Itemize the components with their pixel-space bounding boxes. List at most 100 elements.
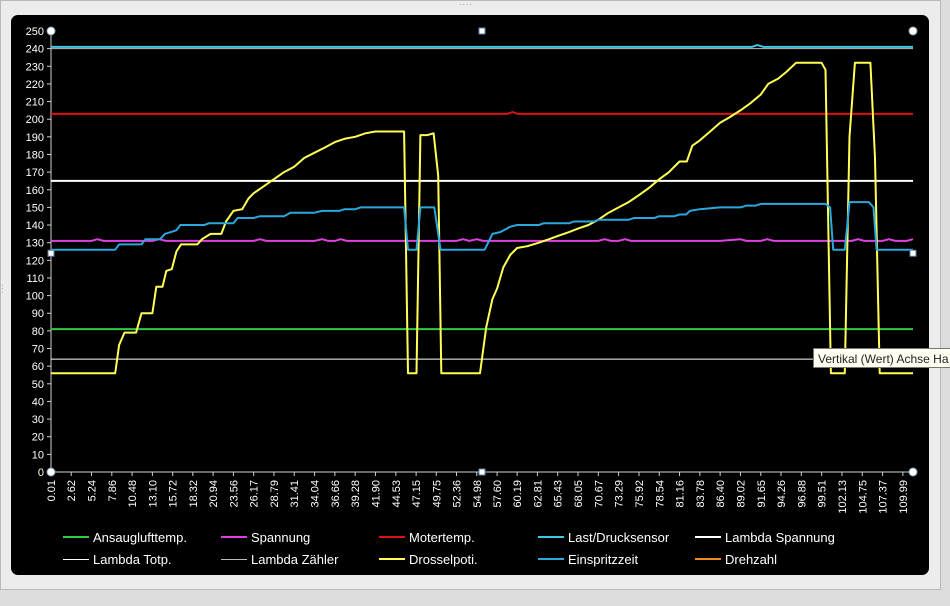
x-tick-label: 81.16 bbox=[675, 480, 687, 508]
y-tick-label: 0 bbox=[38, 467, 44, 479]
selection-handle bbox=[46, 26, 56, 36]
legend-label: Lambda Totp. bbox=[93, 551, 172, 567]
y-tick-label: 20 bbox=[32, 432, 44, 444]
y-tick-label: 190 bbox=[26, 132, 44, 144]
legend-item-last-drucksensor[interactable]: Last/Drucksensor bbox=[538, 527, 669, 547]
legend-label: Ansauglufttemp. bbox=[93, 529, 187, 545]
x-tick-label: 52.36 bbox=[451, 480, 463, 508]
x-tick-label: 49.75 bbox=[431, 480, 443, 508]
x-tick-label: 96.88 bbox=[796, 480, 808, 508]
legend-swatch bbox=[63, 536, 89, 538]
y-tick-label: 100 bbox=[26, 291, 44, 303]
series-line-8 bbox=[51, 201, 913, 251]
legend-swatch bbox=[221, 558, 247, 560]
x-tick-label: 10.48 bbox=[127, 480, 139, 508]
y-tick-label: 150 bbox=[26, 202, 44, 214]
x-tick-label: 99.51 bbox=[817, 480, 829, 508]
x-tick-label: 68.05 bbox=[573, 480, 585, 508]
x-tick-label: 91.65 bbox=[756, 480, 768, 508]
x-tick-label: 73.29 bbox=[614, 480, 626, 508]
x-tick-label: 102.13 bbox=[837, 480, 849, 514]
legend-swatch bbox=[695, 536, 721, 538]
y-tick-label: 10 bbox=[32, 449, 44, 461]
legend-swatch bbox=[63, 558, 89, 560]
x-tick-label: 34.04 bbox=[310, 480, 322, 508]
x-tick-label: 70.67 bbox=[593, 480, 605, 508]
y-tick-label: 140 bbox=[26, 220, 44, 232]
legend-label: Drehzahl bbox=[725, 551, 778, 567]
chart-frame[interactable]: .... ... 0 10 20 30 40 50 60 70 80 90 100 110 120 130… bbox=[0, 0, 950, 590]
x-tick-label: 94.26 bbox=[776, 480, 788, 508]
legend-item-ansauglufttemp[interactable]: Ansauglufttemp. bbox=[63, 527, 187, 547]
y-tick-label: 180 bbox=[26, 149, 44, 161]
legend-label: Last/Drucksensor bbox=[568, 529, 670, 545]
y-tick-label: 220 bbox=[26, 79, 44, 91]
series-line-2 bbox=[51, 111, 913, 115]
y-tick-label: 210 bbox=[26, 97, 44, 109]
x-tick-label: 104.75 bbox=[857, 480, 869, 514]
series-line-1 bbox=[51, 238, 914, 242]
y-tick-label: 120 bbox=[26, 255, 44, 267]
series-line-7 bbox=[51, 61, 913, 375]
x-tick-label: 0.01 bbox=[46, 480, 58, 501]
x-tick-label: 83.78 bbox=[695, 480, 707, 508]
legend-item-lambda-zaehler[interactable]: Lambda Zähler bbox=[221, 549, 338, 569]
y-tick-label: 30 bbox=[32, 414, 44, 426]
x-tick-label: 5.24 bbox=[87, 480, 99, 501]
y-tick-label: 80 bbox=[32, 326, 44, 338]
x-tick-label: 47.15 bbox=[411, 480, 423, 508]
selection-handle bbox=[908, 26, 918, 36]
legend-label: Lambda Spannung bbox=[725, 529, 835, 545]
legend-label: Drosselpoti. bbox=[409, 551, 478, 567]
legend-item-drosselpoti[interactable]: Drosselpoti. bbox=[379, 549, 478, 569]
x-tick-label: 15.72 bbox=[168, 480, 180, 508]
legend-item-einspritzzeit[interactable]: Einspritzzeit bbox=[538, 549, 638, 569]
x-tick-label: 86.40 bbox=[715, 480, 727, 508]
legend-label: Spannung bbox=[251, 529, 311, 545]
selection-handle bbox=[46, 467, 56, 477]
legend-label: Motertemp. bbox=[409, 529, 475, 545]
axis-tooltip: Vertikal (Wert) Achse Ha bbox=[813, 348, 950, 368]
x-tick-label: 23.56 bbox=[228, 480, 240, 508]
y-tick-label: 230 bbox=[26, 61, 44, 73]
x-tick-label: 2.62 bbox=[66, 480, 78, 501]
x-tick-label: 44.53 bbox=[391, 480, 403, 508]
legend-item-drehzahl[interactable]: Drehzahl bbox=[695, 549, 777, 569]
legend-label: Lambda Zähler bbox=[251, 551, 339, 567]
y-tick-label: 200 bbox=[26, 114, 44, 126]
y-tick-label: 110 bbox=[26, 273, 44, 285]
y-tick-label: 70 bbox=[32, 344, 44, 356]
selection-handle bbox=[908, 467, 918, 477]
x-tick-label: 28.79 bbox=[269, 480, 281, 508]
legend-swatch bbox=[221, 536, 247, 538]
legend-swatch bbox=[379, 558, 405, 560]
x-tick-label: 36.66 bbox=[330, 480, 342, 508]
x-tick-label: 109.99 bbox=[898, 480, 910, 514]
legend-item-spannung[interactable]: Spannung bbox=[221, 527, 310, 547]
selection-handle bbox=[47, 249, 55, 257]
chart-area[interactable]: 0 10 20 30 40 50 60 70 80 90 100 110 120 130 140 150 160… bbox=[11, 15, 929, 575]
y-tick-label: 60 bbox=[32, 361, 44, 373]
x-tick-label: 75.92 bbox=[634, 480, 646, 508]
selection-handle bbox=[909, 249, 917, 257]
x-tick-label: 31.41 bbox=[289, 480, 301, 508]
x-tick-label: 20.94 bbox=[208, 480, 220, 508]
legend-item-lambda-spannung[interactable]: Lambda Spannung bbox=[695, 527, 835, 547]
x-tick-label: 13.10 bbox=[147, 480, 159, 508]
y-tick-label: 90 bbox=[32, 308, 44, 320]
frame-top-handle[interactable]: .... bbox=[459, 0, 474, 7]
y-tick-label: 240 bbox=[26, 44, 44, 56]
selection-handle bbox=[478, 468, 486, 476]
legend-item-motertemp[interactable]: Motertemp. bbox=[379, 527, 475, 547]
y-tick-label: 130 bbox=[26, 238, 44, 250]
x-tick-label: 18.32 bbox=[188, 480, 200, 508]
legend-item-lambda-totp[interactable]: Lambda Totp. bbox=[63, 549, 172, 569]
legend-swatch bbox=[695, 558, 721, 560]
legend-swatch bbox=[379, 536, 405, 538]
x-tick-label: 107.37 bbox=[878, 480, 890, 514]
y-tick-label: 250 bbox=[26, 26, 44, 38]
legend-swatch bbox=[538, 558, 564, 560]
frame-left-handle[interactable]: ... bbox=[0, 284, 10, 295]
x-tick-label: 41.90 bbox=[370, 480, 382, 508]
y-tick-label: 40 bbox=[32, 396, 44, 408]
